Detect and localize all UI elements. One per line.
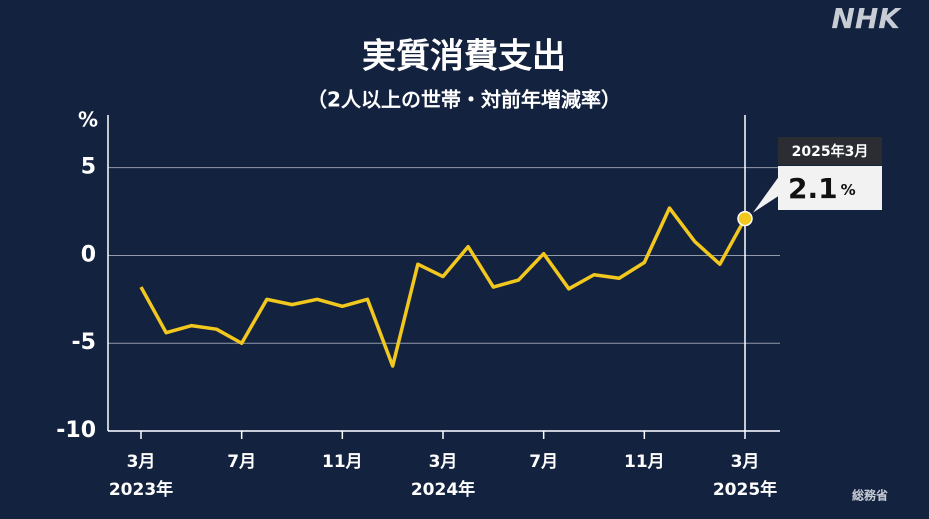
y-tick-label: -5	[72, 330, 96, 355]
x-tick-label: 3月	[429, 452, 458, 472]
source: 総務省	[852, 488, 888, 503]
x-tick-label: 7月	[529, 452, 558, 472]
callout-value-unit: %	[841, 181, 856, 199]
x-year-label: 2024年	[411, 479, 475, 500]
y-tick-label: 5	[81, 155, 96, 180]
x-tick-label: 11月	[322, 452, 363, 472]
callout-date-box	[778, 137, 882, 165]
callout-date: 2025年3月	[792, 143, 869, 160]
chart-subtitle: （2人以上の世帯・対前年増減率）	[307, 88, 621, 112]
x-tick-label: 11月	[624, 452, 665, 472]
callout-value-box	[778, 166, 882, 210]
y-axis-label: %	[78, 108, 98, 132]
data-line	[139, 206, 747, 368]
chart-title: 実質消費支出	[362, 37, 566, 77]
logo: NHK	[831, 2, 902, 35]
last-point	[737, 210, 753, 227]
y-tick-label: -10	[56, 418, 96, 443]
callout-value-number: 2.1	[788, 172, 838, 205]
x-tick-label: 3月	[731, 452, 760, 472]
callout-pointer	[753, 175, 780, 213]
y-tick-label: 0	[81, 242, 96, 267]
x-year-label: 2023年	[109, 479, 173, 500]
callout-value: 2.1%	[788, 172, 856, 205]
x-tick-label: 3月	[127, 452, 156, 472]
x-year-label: 2025年	[713, 479, 777, 500]
x-tick-label: 7月	[227, 452, 256, 472]
